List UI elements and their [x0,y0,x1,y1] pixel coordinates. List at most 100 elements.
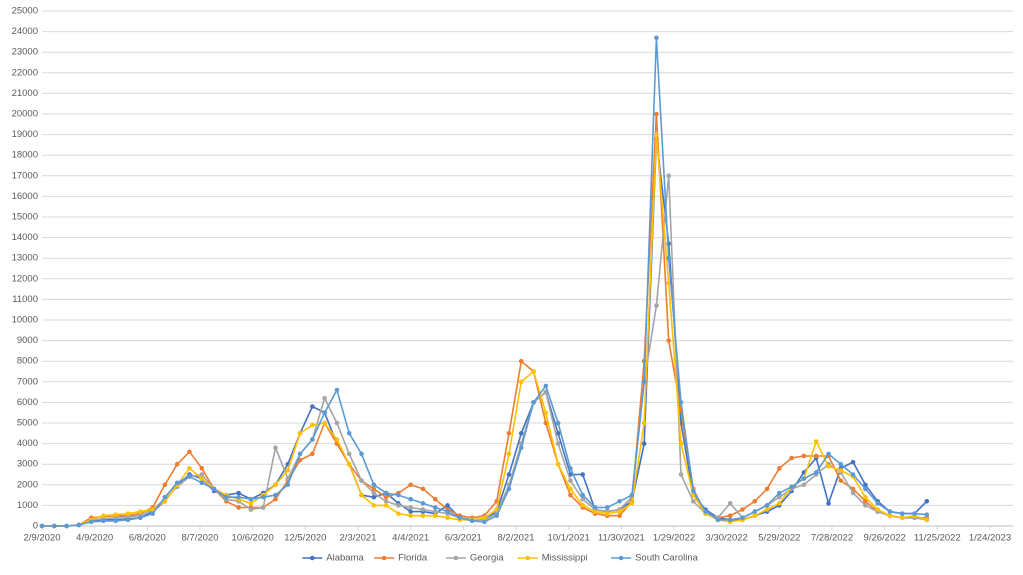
point [826,463,831,469]
point [371,486,377,492]
point [162,498,168,504]
point [899,515,905,521]
point [469,518,475,524]
point [654,35,659,41]
point [346,461,352,467]
point [346,451,352,457]
point [236,490,241,496]
point [432,513,438,518]
point [199,480,205,486]
point [617,513,622,518]
point [150,507,155,512]
legend-label: Florida [398,553,428,564]
x-tick-label: 2/3/2021 [340,533,377,544]
legend-marker [310,555,315,561]
point [101,513,106,518]
x-tick-label: 4/9/2020 [76,533,113,544]
x-tick-label: 1/24/2023 [969,533,1011,544]
point [580,472,586,477]
point [777,501,782,506]
point [138,509,143,514]
point [285,476,291,481]
y-tick-label: 10000 [12,315,38,326]
point [76,522,82,528]
point [113,512,119,517]
point [863,486,868,492]
point [752,509,758,514]
point [899,511,905,516]
point [850,472,856,477]
point [432,496,438,502]
y-tick-label: 7000 [17,376,38,387]
point [580,496,586,502]
x-tick-label: 11/30/2021 [598,533,645,544]
point [150,511,155,516]
point [727,517,733,523]
point [482,519,487,525]
point [715,517,721,523]
point [629,492,635,498]
point [359,451,364,457]
point [912,511,917,516]
point [555,461,561,467]
point [678,441,684,446]
point [666,338,672,343]
point [801,476,807,481]
point [863,498,868,504]
point [125,511,131,516]
point [420,486,426,492]
point [789,455,794,461]
point [666,255,672,261]
point [838,468,844,473]
point [654,132,659,137]
point [764,503,770,508]
point [727,501,733,506]
point [568,466,573,471]
point [420,513,426,518]
y-tick-label: 19000 [12,129,38,140]
point [641,379,647,385]
point [383,494,389,500]
y-tick-label: 21000 [12,88,38,99]
point [310,437,315,442]
point [752,498,758,504]
point [691,498,696,504]
x-tick-label: 12/5/2020 [284,533,326,544]
point [273,492,278,498]
point [199,472,205,477]
point [740,507,745,512]
point [691,488,696,494]
legend-marker [381,555,387,561]
point [334,437,340,442]
point [248,507,254,512]
y-tick-label: 15000 [12,212,38,223]
point [260,494,266,500]
point [162,494,168,500]
point [334,420,340,426]
legend-marker [618,555,624,561]
x-tick-label: 11/25/2022 [914,533,961,544]
point [777,494,782,500]
point [543,383,549,389]
point [666,173,672,179]
point [654,111,659,117]
point [629,501,635,506]
y-tick-label: 25000 [12,6,38,17]
point [506,472,512,477]
point [359,492,364,498]
point [310,404,315,409]
point [924,498,930,504]
point [752,513,758,518]
point [568,486,573,492]
point [887,513,893,518]
legend-marker [453,555,459,561]
point [703,509,708,514]
point [408,482,413,488]
series-line [42,37,927,527]
point [322,420,327,426]
point [285,468,291,473]
point [420,501,426,506]
point [396,503,401,508]
point [273,496,278,502]
point [64,523,69,529]
